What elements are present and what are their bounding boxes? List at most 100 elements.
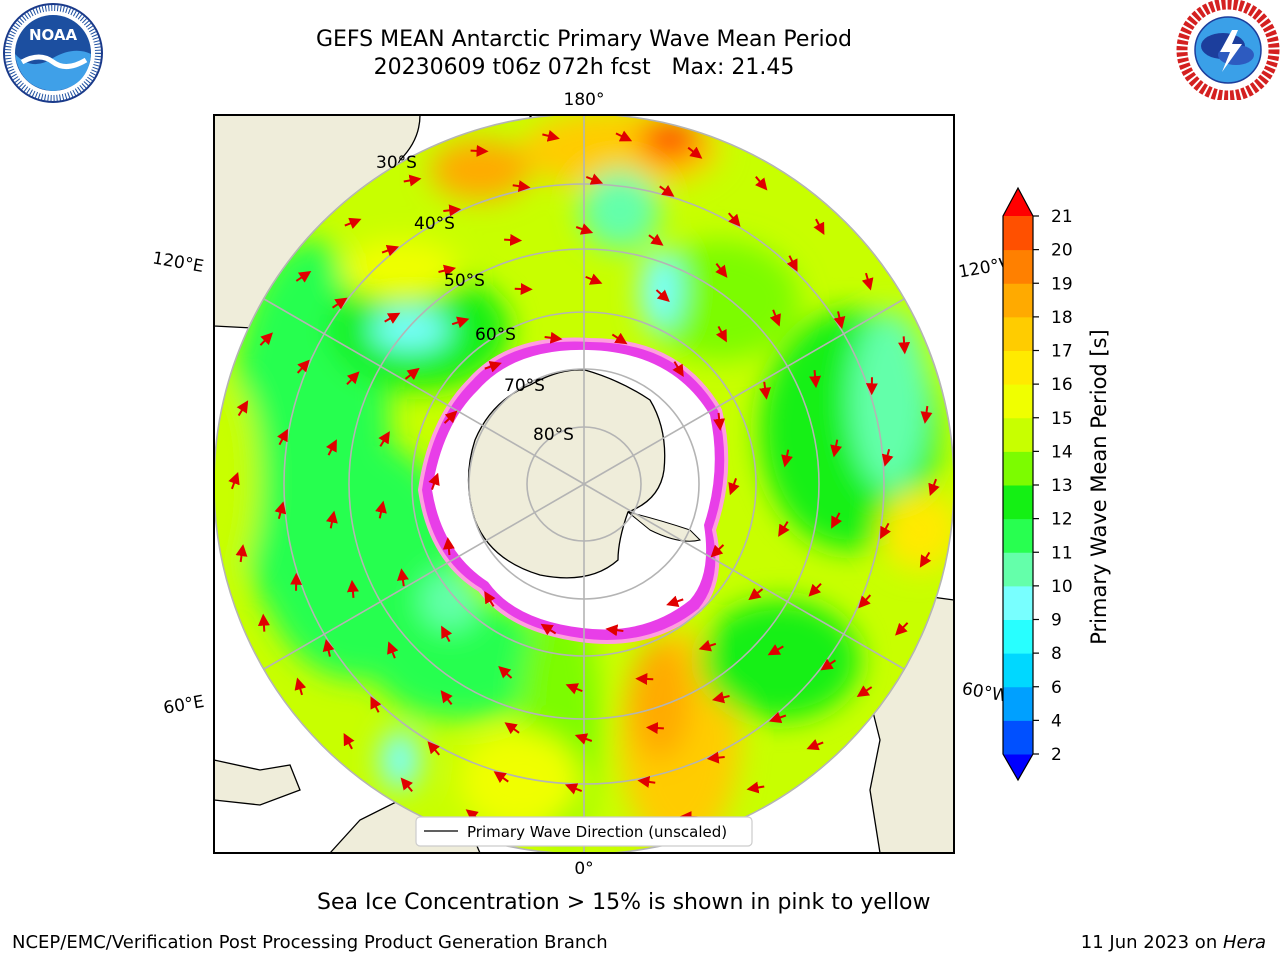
wave-direction-arrow xyxy=(858,594,872,609)
colorbar-label: Primary Wave Mean Period [s] xyxy=(1087,329,1111,645)
wave-direction-arrow xyxy=(370,696,382,713)
wave-direction-arrow xyxy=(378,431,390,447)
wave-direction-arrow xyxy=(920,405,933,424)
colorbar-segment xyxy=(1003,249,1033,284)
lat-label-70s: 70°S xyxy=(504,376,545,396)
wave-direction-arrow xyxy=(755,176,768,191)
wave-direction-arrow xyxy=(615,130,633,142)
wave-direction-arrow xyxy=(375,500,387,519)
colorbar-segment xyxy=(1003,686,1033,721)
wave-direction-arrow xyxy=(687,146,703,159)
chart-title: GEFS MEAN Antarctic Primary Wave Mean Pe… xyxy=(214,26,954,82)
colorbar-segment xyxy=(1003,653,1033,688)
wave-direction-arrow xyxy=(427,741,441,756)
wave-direction-arrow xyxy=(769,309,781,327)
wave-direction-arrow xyxy=(326,510,338,529)
colorbar-tick-label: 15 xyxy=(1051,409,1073,429)
wave-direction-arrow xyxy=(443,204,462,217)
wave-direction-arrow xyxy=(493,771,509,784)
wave-direction-arrow xyxy=(698,639,717,652)
wave-direction-arrow xyxy=(325,439,337,456)
wave-direction-arrow xyxy=(611,332,628,345)
colorbar-segment xyxy=(1003,720,1033,755)
wave-direction-arrow xyxy=(396,568,409,587)
wave-direction-arrow xyxy=(767,644,784,656)
wave-direction-arrow xyxy=(442,537,455,556)
colorbar-segment xyxy=(1003,384,1033,419)
wave-direction-arrow xyxy=(438,264,457,277)
wave-direction-arrow xyxy=(564,783,583,795)
colorbar-segment xyxy=(1003,485,1033,520)
wave-direction-arrow xyxy=(655,289,670,303)
noaa-logo: NOAA xyxy=(3,3,103,103)
wave-direction-arrows xyxy=(228,130,940,838)
wave-direction-arrow xyxy=(428,472,440,490)
wave-direction-arrow xyxy=(440,690,453,706)
wave-direction-arrow xyxy=(585,273,603,285)
nws-logo xyxy=(1176,0,1280,100)
wave-direction-arrow xyxy=(666,595,684,607)
wave-direction-arrow xyxy=(295,270,312,283)
colorbar-tick-label: 16 xyxy=(1051,375,1073,395)
lat-label-60s: 60°S xyxy=(475,325,516,345)
sea-ice-note: Sea Ice Concentration > 15% is shown in … xyxy=(317,890,931,915)
wave-direction-arrow xyxy=(384,312,401,324)
lon-label-60e: 60°E xyxy=(162,692,206,719)
wave-direction-arrow xyxy=(808,582,822,597)
wave-direction-arrow xyxy=(919,551,932,568)
footer-date-text: 11 Jun 2023 on xyxy=(1080,932,1223,953)
wave-direction-arrow xyxy=(895,622,909,636)
map-frame xyxy=(213,114,955,854)
wave-direction-arrow xyxy=(786,255,798,272)
wave-direction-arrow xyxy=(344,217,362,229)
wave-direction-arrow xyxy=(728,478,740,496)
wave-direction-arrow xyxy=(565,683,583,695)
wave-direction-arrow xyxy=(585,173,604,185)
wave-direction-arrow xyxy=(781,449,793,468)
colorbar-segment xyxy=(1003,518,1033,553)
wave-direction-arrow xyxy=(727,212,741,227)
title-line-1: GEFS MEAN Antarctic Primary Wave Mean Pe… xyxy=(315,27,853,52)
wave-direction-arrow xyxy=(645,722,664,735)
colorbar-tick-label: 2 xyxy=(1051,745,1062,765)
wave-direction-arrow xyxy=(748,587,764,601)
wave-direction-arrow xyxy=(451,316,470,329)
wave-direction-arrow xyxy=(484,591,496,607)
colorbar: 2 4 6 8 9 10 11 12 13 14 15 16 17 18 19 20 21 xyxy=(1002,186,1073,782)
map-legend: Primary Wave Direction (unscaled) xyxy=(415,816,753,847)
wave-direction-arrow xyxy=(778,521,790,537)
wave-direction-arrow xyxy=(259,332,273,346)
wave-direction-arrow xyxy=(706,751,725,764)
wave-direction-arrow xyxy=(235,544,248,563)
wave-direction-arrow xyxy=(443,410,458,424)
wave-direction-arrow xyxy=(381,244,399,257)
lat-label-40s: 40°S xyxy=(414,214,455,234)
colorbar-segment xyxy=(1003,451,1033,486)
colorbar-segment xyxy=(1003,585,1033,620)
wave-direction-arrow xyxy=(861,272,874,291)
wave-direction-arrow xyxy=(512,180,531,193)
wave-direction-arrow xyxy=(813,218,825,236)
colorbar-tick-label: 6 xyxy=(1051,678,1062,698)
wave-direction-arrow xyxy=(710,544,725,558)
colorbar-tick-label: 19 xyxy=(1051,274,1073,294)
wave-direction-arrow xyxy=(880,522,891,540)
colorbar-tick-label: 21 xyxy=(1051,207,1073,227)
colorbar-tick-label: 12 xyxy=(1051,510,1073,530)
wave-direction-arrow xyxy=(659,184,675,197)
colorbar-tick-label: 13 xyxy=(1051,476,1073,496)
wave-direction-arrow xyxy=(769,711,787,724)
lat-label-80s: 80°S xyxy=(533,425,574,445)
wave-direction-arrow xyxy=(346,579,359,598)
legend-label: Primary Wave Direction (unscaled) xyxy=(467,823,727,841)
lon-label-120e: 120°E xyxy=(151,248,205,277)
wave-direction-arrow xyxy=(820,658,836,671)
graticule xyxy=(214,115,954,853)
wave-direction-arrow xyxy=(404,367,420,381)
wave-direction-arrow xyxy=(881,449,894,467)
wave-direction-arrow xyxy=(400,777,413,792)
footer-branch: NCEP/EMC/Verification Post Processing Pr… xyxy=(12,932,608,953)
wave-direction-arrow xyxy=(672,361,684,377)
colorbar-tick-label: 9 xyxy=(1051,611,1062,631)
colorbar-under-extend xyxy=(1003,754,1033,780)
